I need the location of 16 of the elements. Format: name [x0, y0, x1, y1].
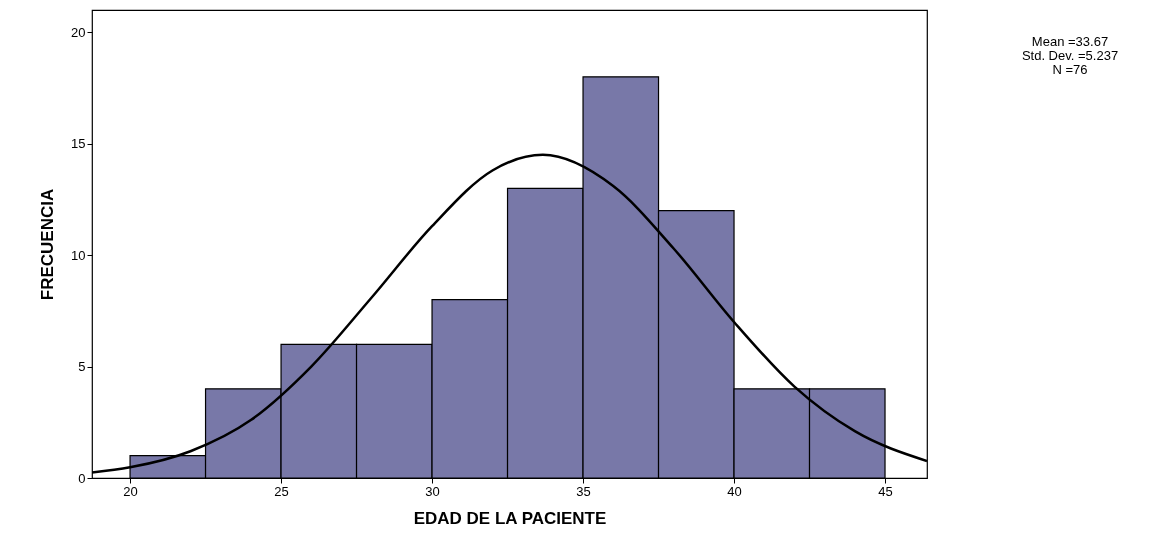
x-tick-label: 35: [576, 483, 591, 499]
x-axis-title: EDAD DE LA PACIENTE: [413, 508, 607, 528]
y-axis-title: FRECUENCIA: [38, 188, 58, 301]
text: N =76: [1051, 62, 1089, 77]
y-tick-label: 0: [78, 470, 86, 486]
y-tick-label: 10: [71, 247, 86, 263]
text: Mean =33.67: [1030, 34, 1110, 49]
y-tick-label: 5: [78, 359, 86, 375]
text: Std. Dev. =5.237: [1020, 48, 1120, 63]
x-tick-label: 20: [123, 483, 138, 499]
x-tick-label: 25: [274, 483, 289, 499]
x-tick-label: 40: [727, 483, 742, 499]
x-tick-label: 30: [425, 483, 440, 499]
y-tick-label: 15: [71, 136, 86, 152]
x-tick-label: 45: [878, 483, 893, 499]
y-tick-label: 20: [71, 24, 86, 40]
